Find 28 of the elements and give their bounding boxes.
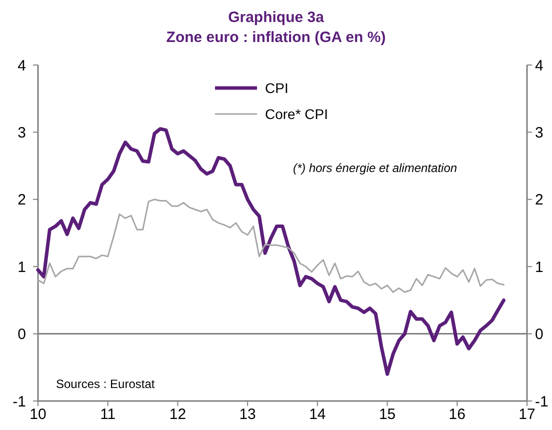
y2-tick-label: 1	[535, 258, 544, 276]
line-series	[37, 198, 504, 293]
y-tick-label: 2	[18, 192, 26, 209]
y2-tick-label: 4	[535, 57, 544, 74]
y2-tick-label: -1	[535, 393, 548, 410]
y2-tick-label: 3	[535, 124, 544, 142]
y2-tick-label: 0	[535, 326, 544, 344]
y-tick-label: -1	[12, 393, 26, 410]
y-tick-label: 4	[18, 57, 26, 74]
legend-label: Core* CPI	[265, 106, 328, 122]
y2-tick-label: 2	[535, 192, 544, 209]
x-tick-label: 17	[518, 406, 536, 423]
chart-title: Graphique 3a	[228, 9, 325, 26]
y-tick-label: 3	[18, 124, 26, 142]
y-tick-label: 0	[18, 326, 26, 344]
legend-label: CPI	[265, 80, 288, 96]
annotation: (*) hors énergie et alimentation	[292, 161, 458, 175]
line-series	[36, 127, 506, 376]
x-tick-label: 16	[448, 406, 466, 423]
annotation: Sources : Eurostat	[56, 377, 156, 391]
x-tick-label: 11	[100, 406, 116, 423]
x-tick-label: 14	[309, 406, 326, 423]
x-tick-label: 13	[239, 406, 256, 423]
x-tick-label: 15	[378, 406, 396, 423]
chart-subtitle: Zone euro : inflation (GA en %)	[166, 29, 386, 46]
x-tick-label: 12	[169, 406, 186, 423]
y-tick-label: 1	[18, 258, 26, 276]
x-tick-label: 10	[30, 406, 46, 423]
